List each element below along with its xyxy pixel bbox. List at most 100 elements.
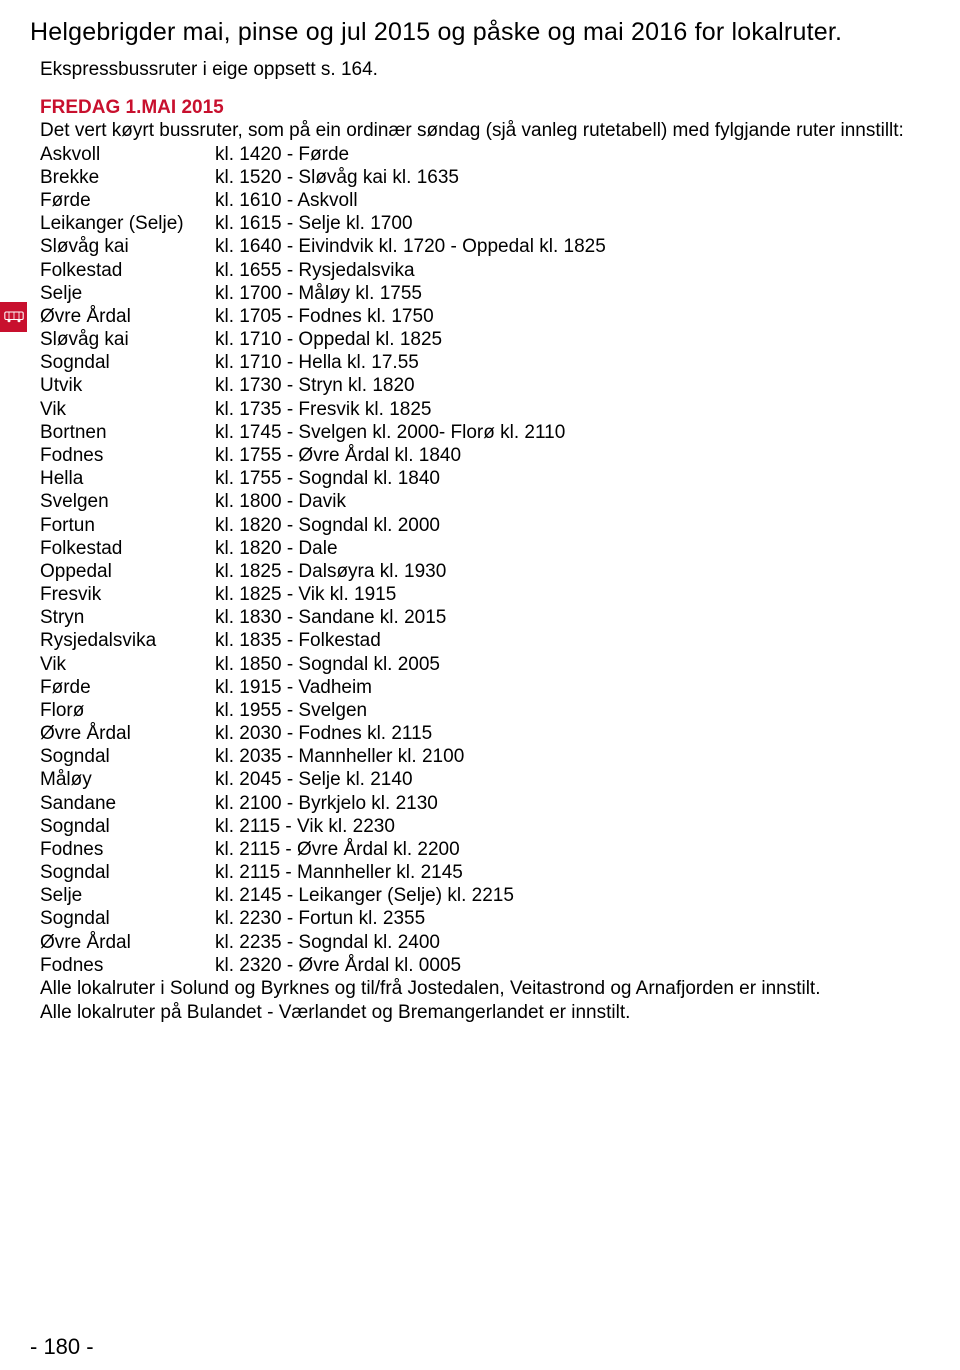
- route-from: Rysjedalsvika: [40, 629, 215, 652]
- route-from: Sogndal: [40, 815, 215, 838]
- route-to: kl. 1735 - Fresvik kl. 1825: [215, 398, 431, 421]
- route-from: Fodnes: [40, 838, 215, 861]
- route-to: kl. 2115 - Øvre Årdal kl. 2200: [215, 838, 460, 861]
- route-to: kl. 1705 - Fodnes kl. 1750: [215, 305, 434, 328]
- route-to: kl. 1655 - Rysjedalsvika: [215, 259, 415, 282]
- route-from: Sogndal: [40, 745, 215, 768]
- route-row: Folkestadkl. 1655 - Rysjedalsvika: [40, 259, 950, 282]
- route-from: Florø: [40, 699, 215, 722]
- route-row: Seljekl. 2145 - Leikanger (Selje) kl. 22…: [40, 884, 950, 907]
- route-to: kl. 1710 - Hella kl. 17.55: [215, 351, 419, 374]
- route-from: Sogndal: [40, 351, 215, 374]
- route-to: kl. 2045 - Selje kl. 2140: [215, 768, 413, 791]
- route-from: Folkestad: [40, 259, 215, 282]
- route-row: Vikkl. 1850 - Sogndal kl. 2005: [40, 653, 950, 676]
- route-to: kl. 2115 - Mannheller kl. 2145: [215, 861, 463, 884]
- route-row: Folkestadkl. 1820 - Dale: [40, 537, 950, 560]
- route-row: Måløykl. 2045 - Selje kl. 2140: [40, 768, 950, 791]
- route-row: Florøkl. 1955 - Svelgen: [40, 699, 950, 722]
- route-to: kl. 1610 - Askvoll: [215, 189, 358, 212]
- route-to: kl. 1825 - Vik kl. 1915: [215, 583, 396, 606]
- route-to: kl. 1835 - Folkestad: [215, 629, 381, 652]
- route-to: kl. 1700 - Måløy kl. 1755: [215, 282, 422, 305]
- route-row: Førdekl. 1610 - Askvoll: [40, 189, 950, 212]
- route-from: Utvik: [40, 374, 215, 397]
- route-to: kl. 1710 - Oppedal kl. 1825: [215, 328, 442, 351]
- route-from: Askvoll: [40, 143, 215, 166]
- page-number: - 180 -: [30, 1334, 950, 1360]
- route-to: kl. 1420 - Førde: [215, 143, 349, 166]
- route-row: Sogndalkl. 2115 - Mannheller kl. 2145: [40, 861, 950, 884]
- route-from: Fodnes: [40, 444, 215, 467]
- route-from: Sløvåg kai: [40, 328, 215, 351]
- route-row: Sogndalkl. 2230 - Fortun kl. 2355: [40, 907, 950, 930]
- route-row: Askvollkl. 1420 - Førde: [40, 143, 950, 166]
- route-to: kl. 1755 - Øvre Årdal kl. 1840: [215, 444, 461, 467]
- route-row: Øvre Årdalkl. 2235 - Sogndal kl. 2400: [40, 931, 950, 954]
- route-row: Fodneskl. 1755 - Øvre Årdal kl. 1840: [40, 444, 950, 467]
- intro-text: Det vert køyrt bussruter, som på ein ord…: [40, 119, 950, 143]
- route-list: Askvollkl. 1420 - FørdeBrekkekl. 1520 - …: [40, 143, 950, 977]
- route-from: Svelgen: [40, 490, 215, 513]
- route-from: Øvre Årdal: [40, 722, 215, 745]
- page-title: Helgebrigder mai, pinse og jul 2015 og p…: [30, 18, 950, 47]
- route-from: Fresvik: [40, 583, 215, 606]
- route-to: kl. 2035 - Mannheller kl. 2100: [215, 745, 464, 768]
- route-row: Leikanger (Selje)kl. 1615 - Selje kl. 17…: [40, 212, 950, 235]
- route-row: Fodneskl. 2115 - Øvre Årdal kl. 2200: [40, 838, 950, 861]
- route-from: Leikanger (Selje): [40, 212, 215, 235]
- note-2: Alle lokalruter på Bulandet - Værlandet …: [40, 1001, 950, 1025]
- route-row: Strynkl. 1830 - Sandane kl. 2015: [40, 606, 950, 629]
- route-from: Sandane: [40, 792, 215, 815]
- route-to: kl. 1850 - Sogndal kl. 2005: [215, 653, 440, 676]
- route-row: Rysjedalsvikakl. 1835 - Folkestad: [40, 629, 950, 652]
- route-row: Brekkekl. 1520 - Sløvåg kai kl. 1635: [40, 166, 950, 189]
- route-row: Sogndalkl. 2035 - Mannheller kl. 2100: [40, 745, 950, 768]
- route-to: kl. 2230 - Fortun kl. 2355: [215, 907, 425, 930]
- note-1: Alle lokalruter i Solund og Byrknes og t…: [40, 977, 950, 1001]
- route-from: Oppedal: [40, 560, 215, 583]
- route-from: Folkestad: [40, 537, 215, 560]
- route-row: Fortunkl. 1820 - Sogndal kl. 2000: [40, 514, 950, 537]
- route-from: Stryn: [40, 606, 215, 629]
- route-from: Sogndal: [40, 907, 215, 930]
- route-row: Sogndalkl. 1710 - Hella kl. 17.55: [40, 351, 950, 374]
- route-row: Fodneskl. 2320 - Øvre Årdal kl. 0005: [40, 954, 950, 977]
- route-from: Bortnen: [40, 421, 215, 444]
- page-subtitle: Ekspressbussruter i eige oppsett s. 164.: [40, 59, 950, 81]
- bus-icon: [0, 302, 27, 332]
- route-to: kl. 1825 - Dalsøyra kl. 1930: [215, 560, 446, 583]
- route-row: Hellakl. 1755 - Sogndal kl. 1840: [40, 467, 950, 490]
- route-row: Vikkl. 1735 - Fresvik kl. 1825: [40, 398, 950, 421]
- route-from: Sogndal: [40, 861, 215, 884]
- route-row: Bortnenkl. 1745 - Svelgen kl. 2000- Flor…: [40, 421, 950, 444]
- route-from: Fodnes: [40, 954, 215, 977]
- route-row: Seljekl. 1700 - Måløy kl. 1755: [40, 282, 950, 305]
- route-to: kl. 2030 - Fodnes kl. 2115: [215, 722, 432, 745]
- route-to: kl. 1640 - Eivindvik kl. 1720 - Oppedal …: [215, 235, 606, 258]
- route-from: Fortun: [40, 514, 215, 537]
- route-from: Øvre Årdal: [40, 305, 215, 328]
- route-to: kl. 1745 - Svelgen kl. 2000- Florø kl. 2…: [215, 421, 565, 444]
- route-from: Selje: [40, 282, 215, 305]
- route-from: Selje: [40, 884, 215, 907]
- route-from: Førde: [40, 189, 215, 212]
- route-to: kl. 1615 - Selje kl. 1700: [215, 212, 413, 235]
- route-from: Måløy: [40, 768, 215, 791]
- route-row: Førdekl. 1915 - Vadheim: [40, 676, 950, 699]
- route-to: kl. 1830 - Sandane kl. 2015: [215, 606, 446, 629]
- route-to: kl. 2145 - Leikanger (Selje) kl. 2215: [215, 884, 514, 907]
- route-row: Øvre Årdalkl. 1705 - Fodnes kl. 1750: [40, 305, 950, 328]
- route-row: Fresvikkl. 1825 - Vik kl. 1915: [40, 583, 950, 606]
- route-from: Førde: [40, 676, 215, 699]
- section-header: FREDAG 1.MAI 2015: [40, 97, 950, 119]
- route-to: kl. 2115 - Vik kl. 2230: [215, 815, 395, 838]
- route-to: kl. 1915 - Vadheim: [215, 676, 372, 699]
- route-from: Brekke: [40, 166, 215, 189]
- route-row: Utvikkl. 1730 - Stryn kl. 1820: [40, 374, 950, 397]
- route-to: kl. 1755 - Sogndal kl. 1840: [215, 467, 440, 490]
- route-to: kl. 1955 - Svelgen: [215, 699, 367, 722]
- route-to: kl. 1820 - Sogndal kl. 2000: [215, 514, 440, 537]
- route-row: Sandanekl. 2100 - Byrkjelo kl. 2130: [40, 792, 950, 815]
- route-to: kl. 2100 - Byrkjelo kl. 2130: [215, 792, 438, 815]
